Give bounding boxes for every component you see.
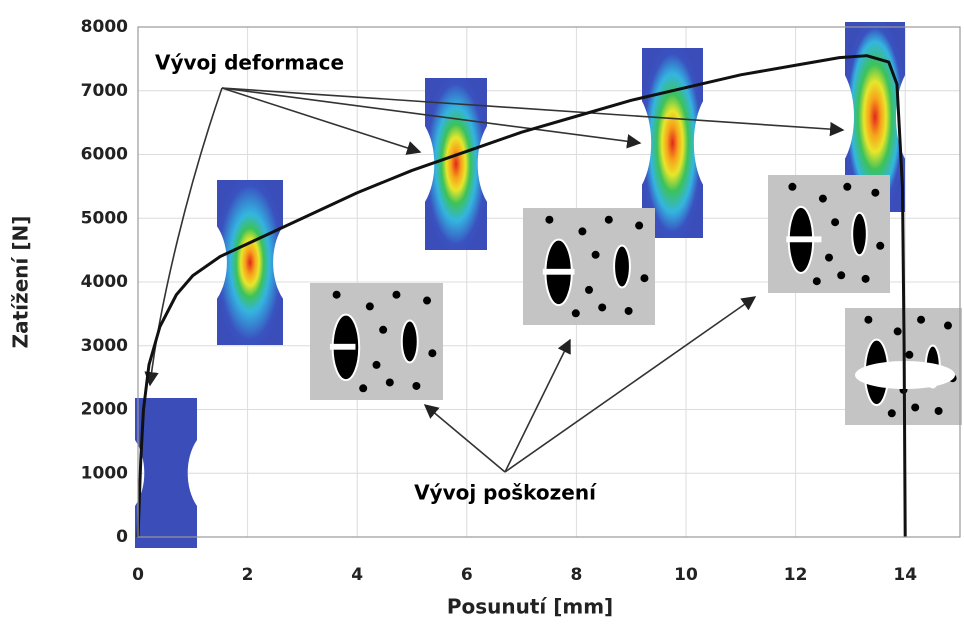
void	[944, 322, 952, 330]
void	[852, 213, 867, 255]
void	[578, 227, 586, 235]
void	[813, 277, 821, 285]
y-tick-label: 3000	[81, 336, 128, 356]
y-tick-label: 5000	[81, 208, 128, 228]
x-tick-label: 4	[351, 565, 363, 585]
x-tick-label: 0	[132, 565, 144, 585]
void	[386, 378, 394, 386]
void	[545, 216, 553, 224]
void	[640, 274, 648, 282]
void	[935, 407, 943, 415]
void	[379, 326, 387, 334]
arrow	[150, 88, 222, 385]
arrow	[222, 88, 843, 130]
y-axis-title: Zatížení [N]	[9, 216, 33, 349]
void	[888, 409, 896, 417]
void	[392, 291, 400, 299]
void	[423, 297, 431, 305]
void	[837, 271, 845, 279]
void	[635, 222, 643, 230]
y-tick-label: 4000	[81, 272, 128, 292]
void	[366, 302, 374, 310]
void	[373, 361, 381, 369]
void	[402, 320, 418, 362]
void	[864, 316, 872, 324]
x-tick-label: 8	[570, 565, 582, 585]
y-tick-label: 7000	[81, 81, 128, 101]
void	[819, 195, 827, 203]
annotation: Vývoj poškození	[414, 481, 597, 505]
arrow	[505, 340, 570, 472]
x-tick-label: 10	[674, 565, 698, 585]
y-tick-label: 6000	[81, 145, 128, 165]
arrow	[222, 88, 420, 152]
void	[333, 291, 341, 299]
void	[592, 251, 600, 259]
x-tick-label: 2	[242, 565, 254, 585]
crack	[330, 344, 356, 350]
void	[788, 183, 796, 191]
void	[625, 307, 633, 315]
void	[614, 245, 630, 287]
void	[585, 286, 593, 294]
void	[598, 303, 606, 311]
void	[876, 242, 884, 250]
void	[831, 218, 839, 226]
x-tick-label: 6	[461, 565, 473, 585]
void	[572, 309, 580, 317]
crack	[786, 236, 821, 242]
void	[871, 189, 879, 197]
y-tick-label: 0	[116, 527, 128, 547]
void	[843, 183, 851, 191]
void	[825, 254, 833, 262]
arrow	[425, 405, 505, 472]
specimen	[217, 180, 283, 345]
void	[359, 384, 367, 392]
void	[894, 327, 902, 335]
annotation: Vývoj deformace	[155, 51, 344, 75]
chart: 0 1000 2000 3000 4000 5000 6000 7000 8000 0 2 4 6 8 10…	[0, 0, 964, 625]
crack	[543, 269, 575, 275]
x-tick-label: 12	[784, 565, 808, 585]
y-tick-label: 2000	[81, 400, 128, 420]
y-tick-label: 8000	[81, 17, 128, 37]
x-tick-label: 14	[893, 565, 917, 585]
void	[917, 316, 925, 324]
illustrations	[135, 22, 962, 548]
void	[412, 382, 420, 390]
void	[605, 216, 613, 224]
x-axis-title: Posunutí [mm]	[447, 595, 613, 619]
void	[911, 403, 919, 411]
void	[862, 275, 870, 283]
y-tick-label: 1000	[81, 463, 128, 483]
void	[905, 351, 913, 359]
void	[428, 349, 436, 357]
